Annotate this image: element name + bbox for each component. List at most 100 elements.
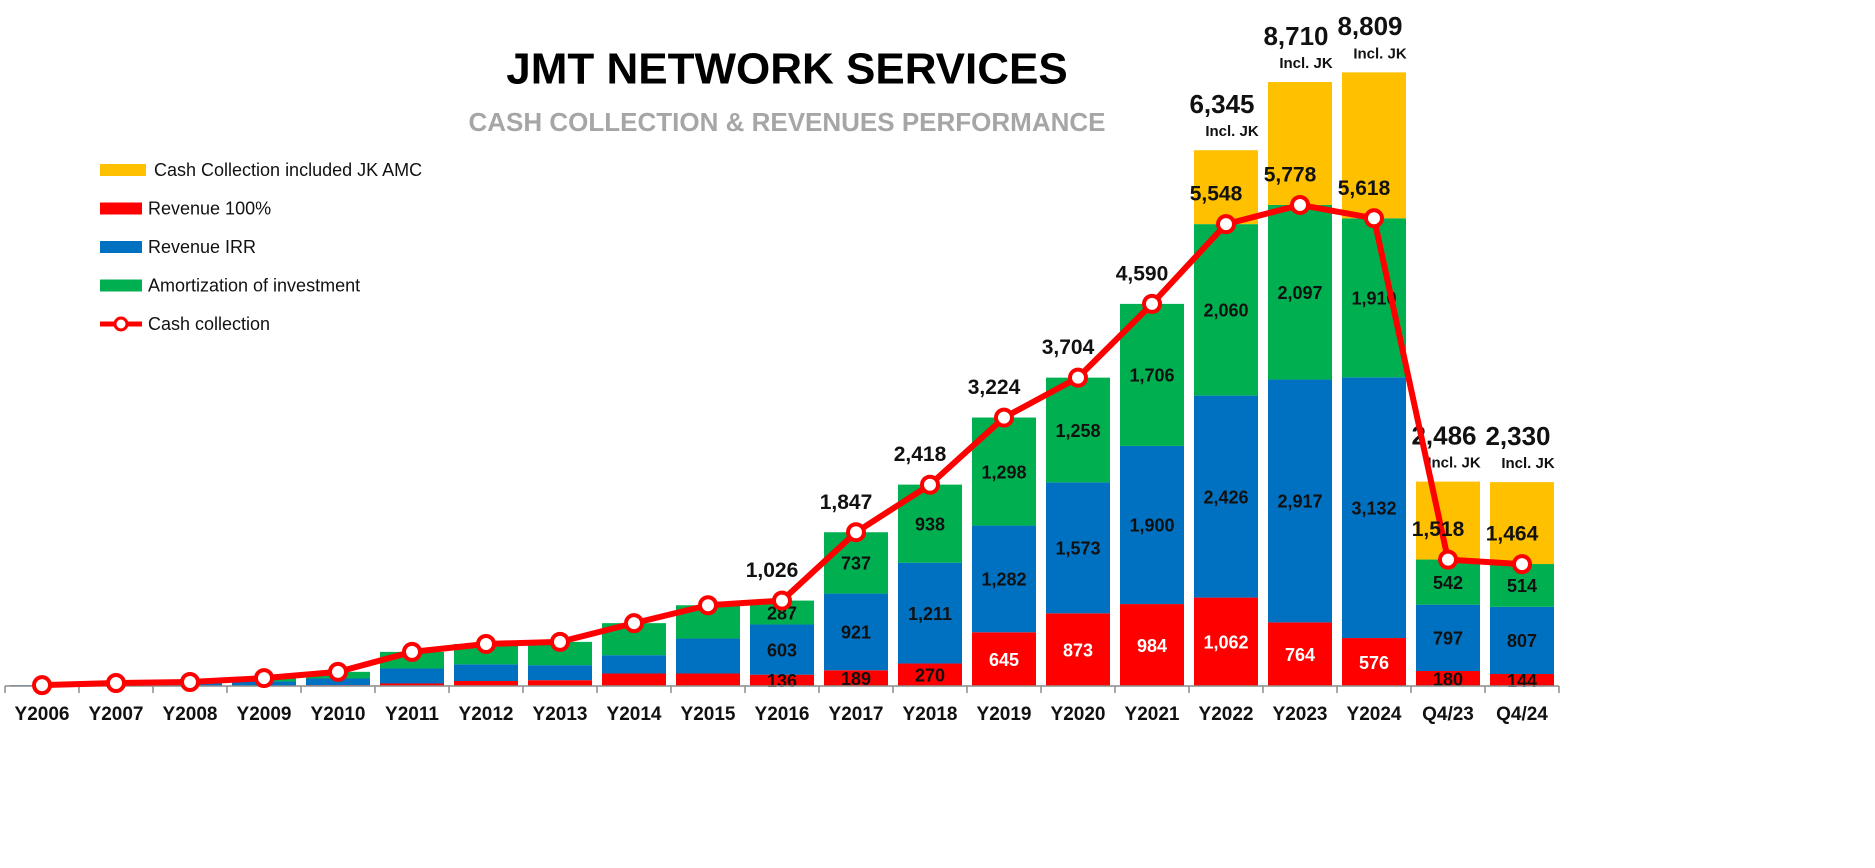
bar-segment bbox=[750, 600, 814, 625]
data-label: 2,426 bbox=[1203, 487, 1248, 507]
bar-segment bbox=[1194, 150, 1258, 225]
data-label: 938 bbox=[915, 514, 945, 534]
bar-segment bbox=[1120, 445, 1184, 605]
bar-segment bbox=[528, 641, 592, 666]
bar-segment bbox=[824, 532, 888, 594]
line-marker bbox=[1216, 214, 1236, 235]
data-label: 1,298 bbox=[981, 462, 1026, 482]
bar-segment bbox=[1194, 395, 1258, 598]
legend-swatch bbox=[100, 202, 142, 215]
x-tick-label: Y2007 bbox=[89, 704, 144, 725]
data-label: 514 bbox=[1507, 576, 1537, 596]
line-label: 2,418 bbox=[894, 443, 947, 466]
data-label: 3,132 bbox=[1351, 498, 1396, 518]
legend-swatch bbox=[100, 241, 142, 253]
bar-segment bbox=[528, 680, 592, 686]
line-marker bbox=[254, 668, 274, 689]
data-label: 797 bbox=[1433, 629, 1463, 649]
legend-label: Revenue 100% bbox=[148, 198, 271, 218]
bar-segment bbox=[1046, 377, 1110, 483]
line-marker bbox=[994, 407, 1014, 428]
data-label: 873 bbox=[1063, 640, 1093, 660]
bar-segment bbox=[1194, 597, 1258, 686]
data-label: 1,706 bbox=[1129, 366, 1174, 386]
data-label: 1,910 bbox=[1351, 289, 1396, 309]
legend: Cash Collection included JK AMC Revenue 1… bbox=[100, 160, 422, 334]
plot-area: 136 189 270 645 873 984 1,062 764 576 180 144 603 92… bbox=[4, 11, 1560, 725]
bar-segment bbox=[750, 624, 814, 675]
bar-segment bbox=[1342, 377, 1406, 639]
line-marker bbox=[1068, 367, 1088, 388]
x-tick-label: Y2011 bbox=[385, 704, 439, 725]
x-tick-label: Y2014 bbox=[607, 704, 662, 725]
legend-label: Revenue IRR bbox=[148, 237, 256, 257]
data-label: 180 bbox=[1433, 669, 1463, 689]
x-tick-label: Q4/24 bbox=[1496, 704, 1548, 725]
bar-segment bbox=[750, 674, 814, 686]
total-label: 8,809 bbox=[1337, 11, 1402, 41]
data-label: 984 bbox=[1137, 636, 1167, 656]
data-label: 270 bbox=[915, 666, 945, 686]
line-marker bbox=[846, 522, 866, 543]
total-label: 2,330 bbox=[1485, 421, 1550, 451]
line-marker bbox=[1364, 208, 1384, 229]
bar-segment bbox=[676, 673, 740, 686]
data-label: 144 bbox=[1507, 671, 1537, 691]
total-note: Incl. JK bbox=[1501, 455, 1555, 472]
total-note: Incl. JK bbox=[1279, 55, 1333, 72]
data-label: 737 bbox=[841, 554, 871, 574]
data-label: 764 bbox=[1285, 645, 1315, 665]
line-marker bbox=[1438, 549, 1458, 570]
line-marker bbox=[1290, 194, 1310, 215]
bar-segment bbox=[602, 673, 666, 686]
bar-segment bbox=[1268, 379, 1332, 623]
bar-segment bbox=[380, 668, 444, 684]
line-label: 5,618 bbox=[1338, 177, 1391, 200]
data-label: 2,060 bbox=[1203, 301, 1248, 321]
total-note: Incl. JK bbox=[1427, 455, 1481, 472]
data-label: 603 bbox=[767, 640, 797, 660]
data-label: 1,282 bbox=[981, 570, 1026, 590]
data-label: 287 bbox=[767, 603, 797, 623]
legend-swatch bbox=[100, 164, 146, 176]
bar-segment bbox=[1342, 218, 1406, 378]
x-tick-label: Y2018 bbox=[903, 704, 958, 725]
bar-segment bbox=[1268, 622, 1332, 686]
bar-segment bbox=[528, 665, 592, 681]
x-tick-label: Y2009 bbox=[237, 704, 292, 725]
x-tick-label: Q4/23 bbox=[1422, 704, 1474, 725]
bar-segment bbox=[1194, 224, 1258, 396]
line-label: 3,224 bbox=[968, 376, 1021, 399]
data-label: 1,900 bbox=[1129, 516, 1174, 536]
bar-segment bbox=[1120, 604, 1184, 686]
bar-segment bbox=[898, 562, 962, 664]
data-label: 2,917 bbox=[1277, 492, 1322, 512]
line-label: 4,590 bbox=[1116, 262, 1169, 285]
bar-segment bbox=[602, 655, 666, 674]
line-label: 3,704 bbox=[1042, 336, 1095, 359]
line-marker bbox=[476, 633, 496, 654]
bar-segment bbox=[824, 593, 888, 671]
data-label: 921 bbox=[841, 623, 871, 643]
line-marker bbox=[550, 631, 570, 652]
bar-segment bbox=[1046, 613, 1110, 686]
x-tick-label: Y2006 bbox=[15, 704, 70, 725]
legend-label: Cash collection bbox=[148, 314, 270, 334]
data-label: 542 bbox=[1433, 573, 1463, 593]
bar-segment bbox=[898, 663, 962, 686]
bar-segment bbox=[1046, 482, 1110, 614]
line-marker bbox=[1512, 554, 1532, 575]
total-label: 6,345 bbox=[1189, 89, 1254, 119]
x-tick-label: Y2010 bbox=[311, 704, 366, 725]
bar-segment bbox=[972, 632, 1036, 686]
bar-segment bbox=[824, 670, 888, 686]
chart-subtitle: CASH COLLECTION & REVENUES PERFORMANCE bbox=[468, 107, 1105, 137]
bar-segment bbox=[1490, 606, 1554, 675]
data-label: 1,573 bbox=[1055, 539, 1100, 559]
line-label: 1,518 bbox=[1412, 518, 1465, 541]
total-label: 8,710 bbox=[1263, 21, 1328, 51]
x-tick-label: Y2023 bbox=[1273, 704, 1328, 725]
total-note: Incl. JK bbox=[1205, 123, 1259, 140]
x-tick-label: Y2008 bbox=[163, 704, 218, 725]
line-label: 1,464 bbox=[1486, 523, 1539, 546]
